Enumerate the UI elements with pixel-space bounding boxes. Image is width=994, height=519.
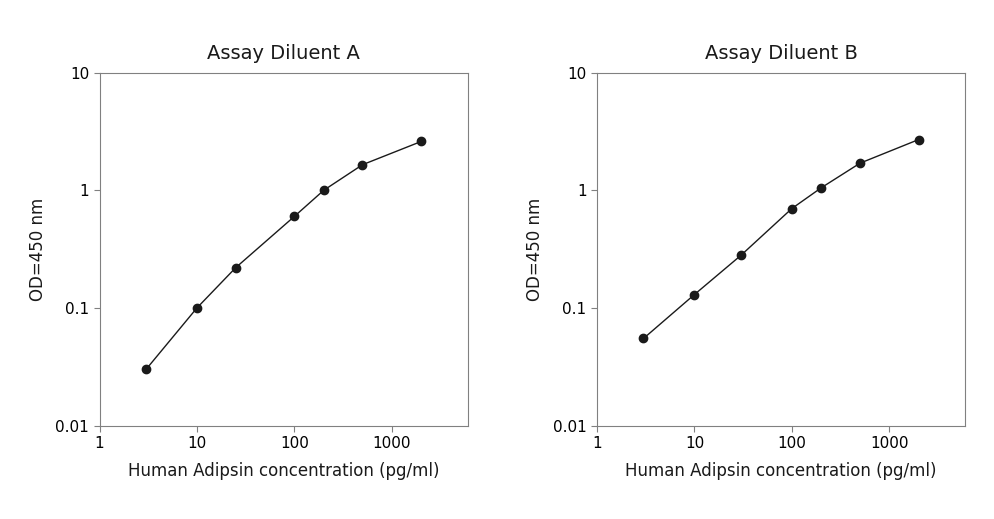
Y-axis label: OD=450 nm: OD=450 nm: [526, 198, 544, 301]
Y-axis label: OD=450 nm: OD=450 nm: [29, 198, 47, 301]
Title: Assay Diluent B: Assay Diluent B: [704, 44, 857, 63]
X-axis label: Human Adipsin concentration (pg/ml): Human Adipsin concentration (pg/ml): [624, 462, 936, 480]
Title: Assay Diluent A: Assay Diluent A: [207, 44, 360, 63]
X-axis label: Human Adipsin concentration (pg/ml): Human Adipsin concentration (pg/ml): [127, 462, 439, 480]
